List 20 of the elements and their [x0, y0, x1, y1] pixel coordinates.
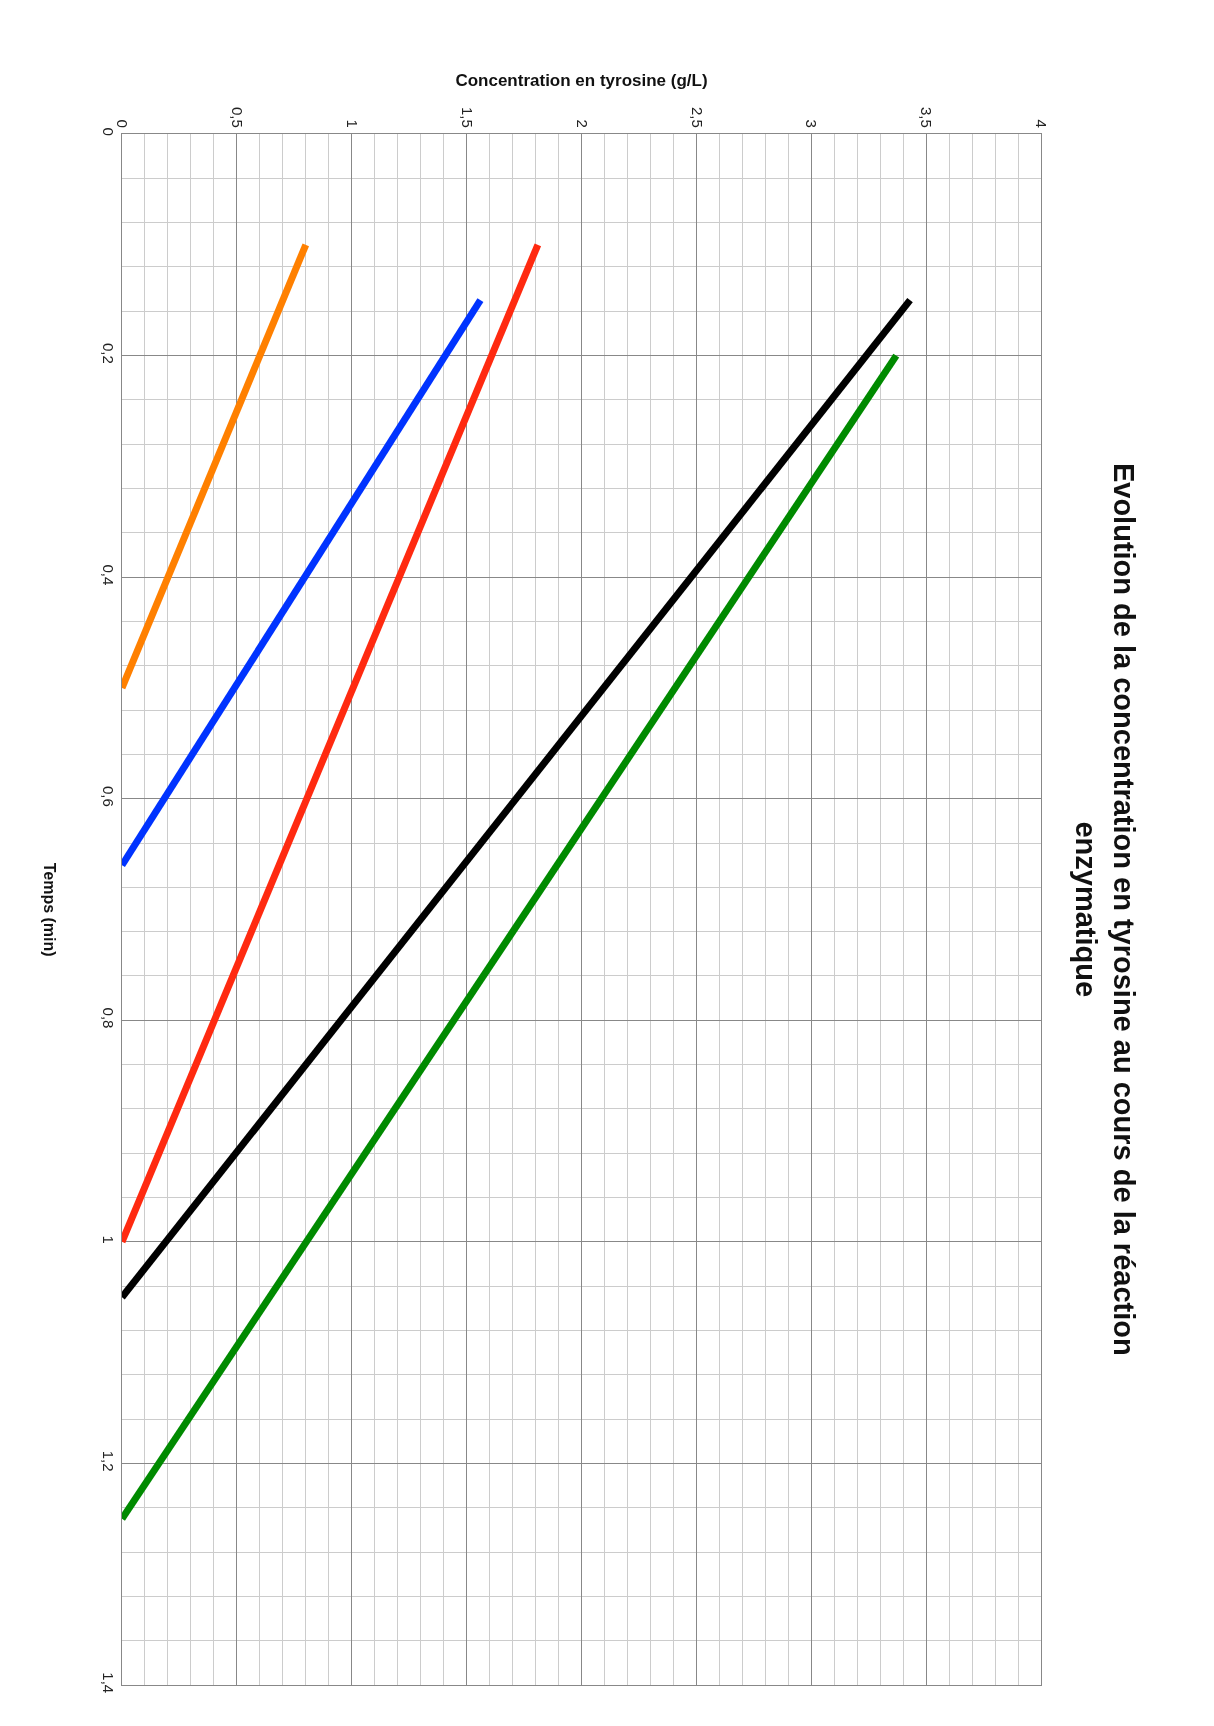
x-axis-title: Concentration en tyrosine (g/L): [455, 71, 708, 91]
y-axis-title: Temps (min): [41, 862, 59, 957]
y-tick-label: 0,8: [100, 1007, 117, 1029]
x-tick-label: 2: [573, 119, 591, 128]
x-tick-label: 3: [803, 119, 821, 128]
y-tick-label: 0,6: [100, 786, 117, 807]
x-tick-label: 1: [343, 119, 361, 128]
y-tick-label: 0,2: [100, 342, 117, 364]
text: Evolution de la concentration en tyrosine au cours de la réaction enzymatique: [1070, 462, 1141, 1356]
y-tick-label: 1,2: [100, 1450, 117, 1472]
x-tick-label: 2,5: [688, 106, 706, 128]
x-tick-label: 3,5: [918, 106, 936, 128]
x-tick-label: 0: [114, 119, 132, 128]
y-tick-label: 0,4: [100, 564, 117, 586]
x-tick-label: 4: [1033, 119, 1051, 128]
x-tick-label: 1,5: [458, 106, 476, 128]
y-tick-label: 1,4: [100, 1672, 117, 1694]
y-tick-label: 0: [100, 127, 117, 136]
x-tick-label: 0,5: [229, 106, 247, 128]
y-tick-label: 1: [100, 1235, 117, 1244]
